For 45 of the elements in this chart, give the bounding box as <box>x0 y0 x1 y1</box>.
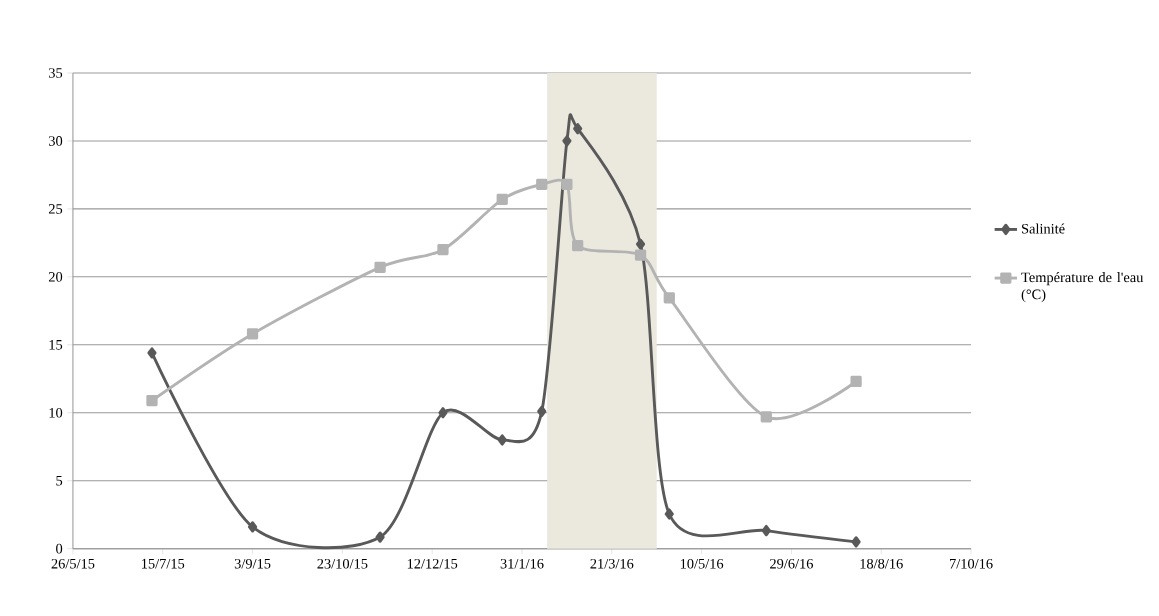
y-tick-label: 35 <box>49 68 63 78</box>
x-tick-label: 18/8/16 <box>860 558 903 569</box>
point <box>573 123 583 135</box>
y-tick-label: 30 <box>49 136 63 146</box>
x-tick-label: 26/5/15 <box>51 558 95 569</box>
point <box>147 347 157 359</box>
point <box>572 239 584 252</box>
y-tick-label: 10 <box>49 407 63 418</box>
y-tick-label: 5 <box>56 475 63 486</box>
point <box>438 407 448 419</box>
point <box>851 536 861 548</box>
point <box>850 375 862 388</box>
point <box>496 193 508 206</box>
point <box>537 405 547 418</box>
x-tick-label: 12/12/15 <box>407 558 458 569</box>
point <box>634 249 647 261</box>
point <box>247 521 258 533</box>
point <box>246 328 259 340</box>
x-tick-label: 29/6/16 <box>770 558 814 569</box>
x-tick-label: 3/9/15 <box>234 558 271 569</box>
y-tick-label: 20 <box>48 272 63 282</box>
point <box>437 244 449 256</box>
point <box>375 531 385 543</box>
x-tick-label: 7/10/16 <box>950 558 993 569</box>
x-tick-label: 31/1/16 <box>500 558 544 569</box>
point <box>760 411 772 423</box>
point <box>497 434 507 446</box>
x-tick-label: 10/5/16 <box>680 558 724 569</box>
point <box>562 135 572 147</box>
point <box>536 178 548 191</box>
y-tick-label: 25 <box>48 204 63 214</box>
point <box>664 508 674 520</box>
y-tick-label: 15 <box>49 340 63 350</box>
point <box>146 394 158 407</box>
point <box>761 524 771 537</box>
legend-label: Température de l'eau (°C) <box>1021 272 1144 303</box>
point <box>663 292 675 304</box>
legend-label: Salinité <box>1022 223 1065 234</box>
point <box>561 178 573 191</box>
x-tick-label: 23/10/15 <box>317 558 368 569</box>
x-tick-label: 21/3/16 <box>590 558 634 569</box>
point <box>374 261 386 273</box>
point <box>635 238 646 250</box>
x-tick-label: 15/7/15 <box>142 558 185 569</box>
y-tick-label: 0 <box>56 543 63 554</box>
